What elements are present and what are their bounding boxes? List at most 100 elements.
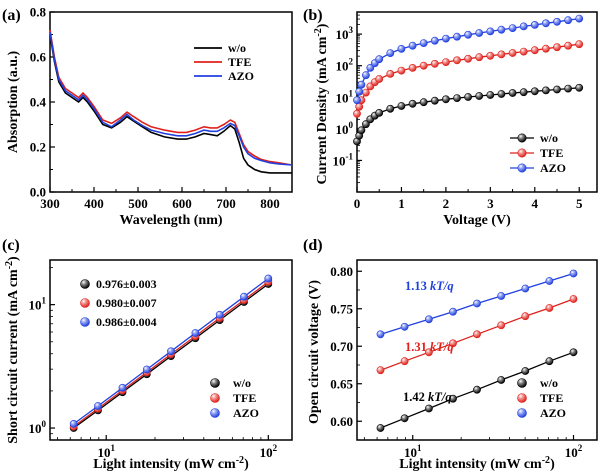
legend-label: AZO [233,406,259,420]
x-tick-label: 0 [354,196,361,211]
series-line-AZO [49,32,293,166]
data-point-wo [508,89,517,97]
annotation-value: 1.31 [405,340,430,354]
x-tick-label: 800 [260,196,280,211]
panel-a: (a) 300 400 500 600 700 800 0.0 0.2 0.4 0.6 0.8 Wa… [2,5,293,228]
data-point-TFE [408,64,417,72]
data-point-TFE [449,339,457,348]
x-tick-exp: 1 [110,443,115,453]
data-point-AZO [376,330,385,339]
panel-b-xlabel: Voltage (V) [443,213,511,228]
data-point-TFE [386,70,395,78]
x-tick-base: 10 [404,445,417,460]
y-tick-label: 0.75 [330,301,353,316]
panel-d-label: (d) [303,237,323,254]
x-tick-label: 1 [398,196,405,211]
panel-a-ylabel: Absorption (a.u.) [6,51,21,154]
legend-marker [210,393,220,403]
data-point-wo [486,91,495,99]
legend-marker [210,378,220,388]
x-tick-label: 400 [84,196,104,211]
legend-label: w/o [228,41,246,55]
data-point-TFE [473,330,481,339]
y-tick-label: 100 [336,120,354,137]
data-point-AZO [569,269,578,278]
data-point-wo [564,84,572,93]
data-point-wo [386,104,395,113]
x-tick-base: 10 [260,445,273,460]
y-tick-label: 0.4 [30,95,47,110]
legend-label: w/o [233,376,251,390]
data-point-AZO [357,80,366,89]
y-tick-label: 0.60 [330,414,353,429]
y-tick-exp: 3 [349,25,354,35]
x-tick-label: 101 [97,443,115,460]
data-point-AZO [521,284,530,293]
legend-label: TFE [233,391,256,405]
data-point-wo [430,96,439,105]
slope-label: 0.986±0.004 [96,315,157,329]
data-point-AZO [215,310,224,319]
x-tick-label: 500 [128,196,148,211]
annotation-unit: kT/q [430,340,454,354]
data-point-wo [545,357,554,366]
data-point-wo [376,424,385,432]
x-tick-base: 10 [565,445,578,460]
data-point-TFE [424,348,433,357]
data-point-AZO [564,16,572,25]
y-tick-base: 10 [336,59,349,74]
data-point-AZO [240,292,248,301]
data-point-wo [473,385,481,394]
data-point-AZO [424,315,433,324]
data-point-wo [424,404,433,413]
x-tick-label: 300 [40,196,60,211]
y-tick-label: 101 [336,88,354,105]
data-point-wo [497,376,506,384]
y-tick-label: 0.70 [330,339,353,354]
panel-a-label: (a) [2,7,21,24]
x-tick-label: 5 [576,196,583,211]
y-tick-base: 10 [333,153,346,168]
data-point-TFE [441,58,450,66]
y-tick-label: 0.0 [30,185,46,200]
data-point-TFE [475,53,484,62]
data-point-wo [375,109,384,117]
data-point-wo [497,90,506,98]
y-tick-label: 103 [336,25,354,42]
data-point-TFE [464,54,472,63]
data-point-TFE [569,295,578,303]
data-point-wo [441,95,450,104]
series-line-TFE [49,29,293,166]
data-point-wo [521,367,530,375]
y-tick-base: 10 [29,298,42,313]
data-point-AZO [355,87,364,96]
data-point-TFE [361,88,370,97]
slope-annotation: 1.31 kT/q [405,340,454,354]
slope-label: 0.980±0.007 [96,296,157,310]
x-tick-exp: 2 [273,443,278,453]
data-point-wo [361,120,370,129]
y-tick-base: 10 [336,27,349,42]
data-point-wo [408,99,417,108]
panel-a-xlabel: Wavelength (nm) [119,213,222,228]
data-point-TFE [375,75,384,83]
data-point-TFE [519,47,528,56]
y-tick-exp: 1 [349,88,354,98]
y-tick-label: 102 [336,57,354,74]
data-point-AZO [542,19,550,28]
data-point-AZO [191,329,200,337]
data-point-TFE [508,49,517,57]
data-point-wo [400,414,409,423]
data-point-AZO [375,55,384,64]
data-point-wo [397,102,406,110]
slope-marker [80,298,90,308]
data-point-AZO [497,25,506,34]
x-tick-exp: 2 [578,443,583,453]
data-point-wo [553,85,561,94]
data-point-AZO [497,292,506,300]
panel-c-frame [49,259,293,441]
data-point-TFE [419,61,428,70]
annotation-unit: kT/q [430,279,454,293]
data-point-AZO [508,24,517,32]
